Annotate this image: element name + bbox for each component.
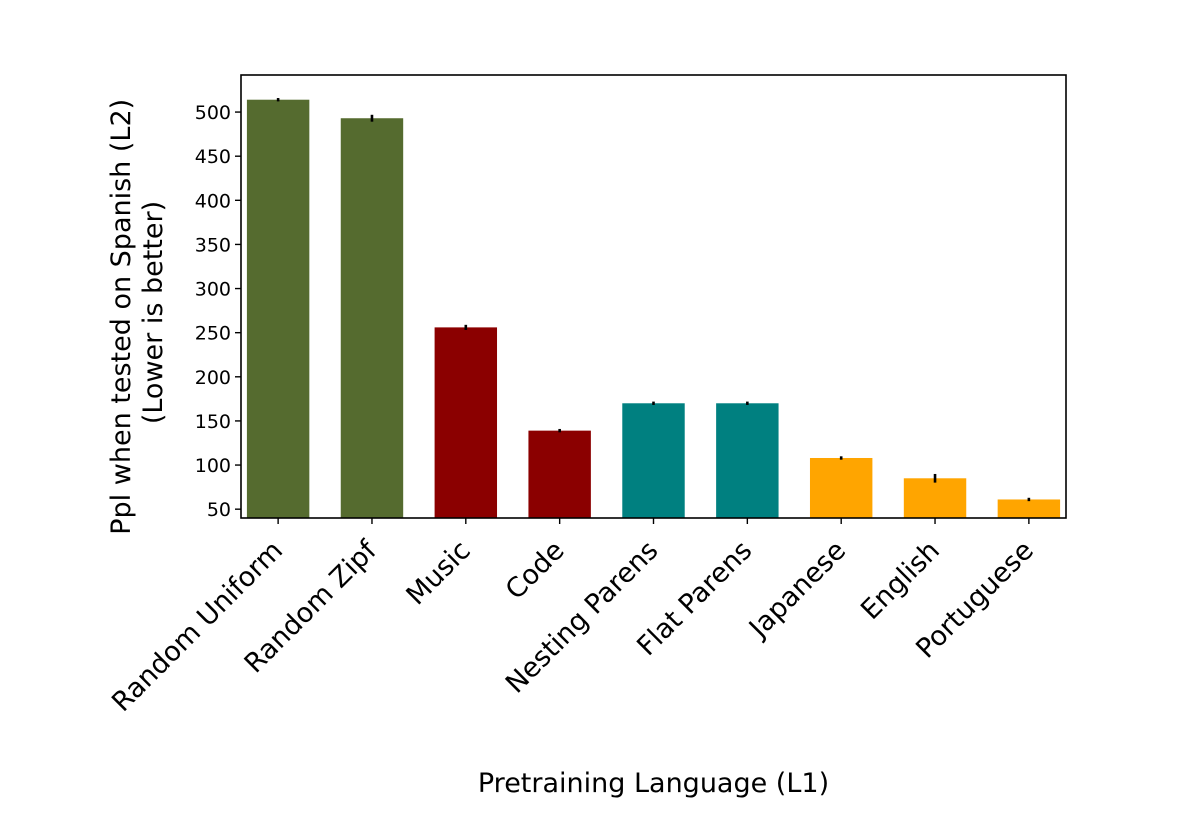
y-tick-label: 50 — [207, 499, 231, 521]
x-tick-label: Music — [401, 535, 477, 611]
error-bars-group — [276, 98, 1031, 502]
bar — [622, 403, 685, 518]
y-tick-label: 450 — [195, 146, 231, 168]
y-axis-title-line-1: Ppl when tested on Spanish (L2) — [106, 99, 137, 535]
y-tick-label: 250 — [195, 323, 231, 345]
y-axis-title-line-2: (Lower is better) — [138, 201, 169, 424]
x-tick-label: Japanese — [742, 535, 852, 645]
bar — [528, 430, 591, 518]
bar — [340, 118, 404, 519]
y-axis-title: Ppl when tested on Spanish (L2) (Lower i… — [106, 90, 169, 534]
bar — [716, 403, 779, 518]
x-axis-title: Pretraining Language (L1) — [478, 768, 829, 799]
x-tick-label: Code — [500, 535, 571, 606]
y-tick-label: 300 — [195, 279, 231, 301]
bars-group — [246, 99, 1061, 519]
bar — [809, 457, 873, 518]
bar — [434, 327, 498, 518]
y-tick-label: 350 — [195, 234, 231, 256]
y-axis: 50 100 150 200 250 300 350 400 450 500 — [195, 102, 241, 521]
y-tick-label: 200 — [195, 367, 231, 389]
bar — [246, 99, 310, 518]
y-tick-label: 400 — [195, 190, 231, 212]
x-tick-label: English — [855, 535, 946, 626]
y-tick-label: 150 — [195, 411, 231, 433]
y-tick-label: 500 — [195, 102, 231, 124]
bar — [997, 499, 1061, 518]
y-tick-label: 100 — [195, 455, 231, 477]
bar — [903, 478, 967, 518]
x-tick-label: Random Uniform — [106, 535, 289, 718]
